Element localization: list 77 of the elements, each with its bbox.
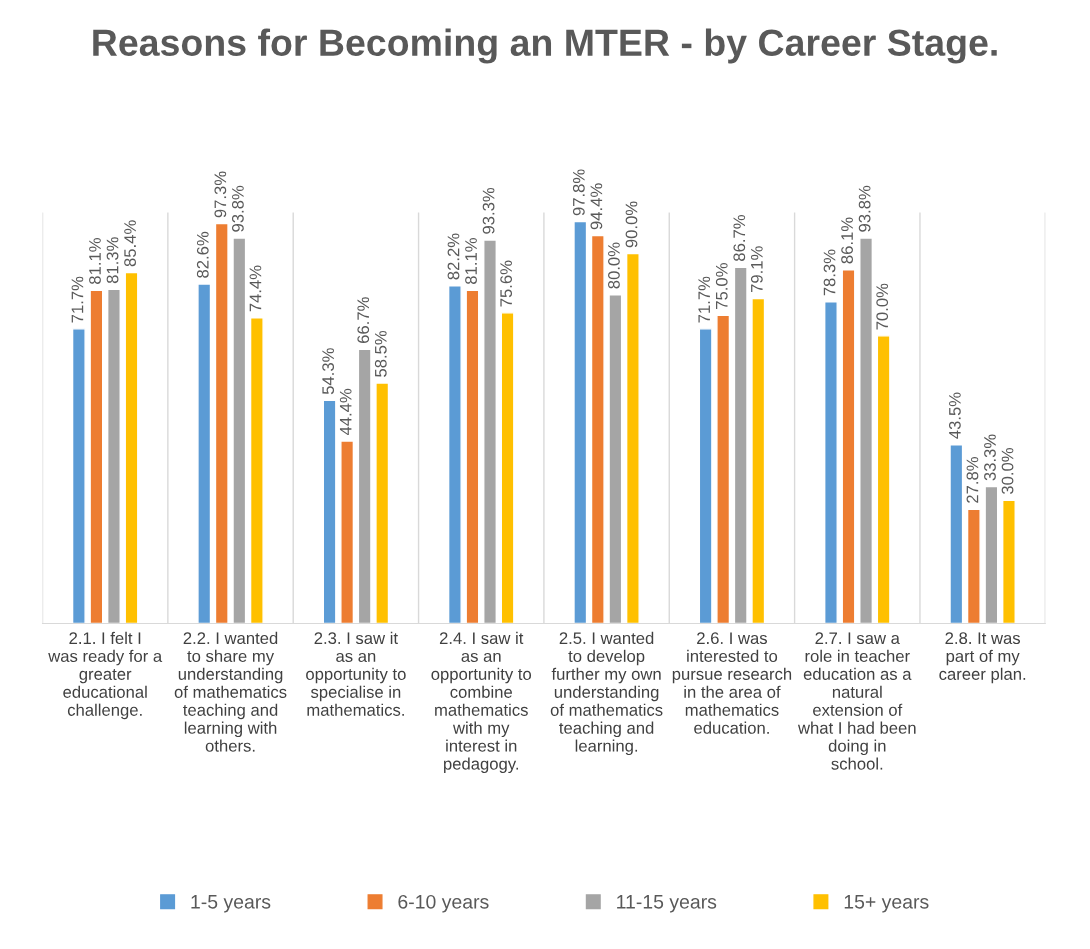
bar: [197, 283, 212, 624]
x-tick-label: 2.2. I wanted to share my understanding of mathematics teaching and learning with others.: [174, 631, 287, 752]
data-label: 81.1%: [465, 238, 477, 284]
data-label: 86.7%: [733, 215, 746, 261]
data-label: 71.7%: [698, 276, 711, 323]
data-label: 86.1%: [841, 217, 853, 264]
data-label: 97.8%: [572, 169, 585, 216]
data-label: 74.4%: [249, 265, 262, 312]
bar: [124, 271, 139, 624]
data-label: 93.8%: [858, 185, 871, 232]
data-label: 93.8%: [231, 185, 244, 232]
data-label: 93.3%: [482, 187, 495, 234]
bar: [375, 382, 390, 624]
bar: [751, 297, 766, 624]
bar: [590, 234, 605, 624]
bar: [89, 289, 104, 624]
data-label: 54.3%: [322, 348, 335, 395]
x-tick-label: 2.5. I wanted to develop further my own understanding of mathematics teaching and learning.: [550, 631, 663, 756]
data-label: 80.0%: [608, 242, 620, 289]
bar: [733, 266, 748, 624]
chart-title: Reasons for Becoming an MTER - by Career Stage.: [93, 28, 997, 64]
x-tick-label: 2.1. I felt I was ready for a greater educational challenge.: [48, 631, 163, 720]
data-label: 94.4%: [590, 183, 603, 230]
bar: [71, 328, 86, 624]
bar: [232, 237, 247, 624]
bar: [465, 289, 480, 624]
bar: [949, 444, 964, 624]
bar: [841, 268, 856, 624]
data-label: 33.3%: [984, 434, 996, 481]
legend-label: 11-15 years: [617, 895, 717, 913]
x-tick-label: 2.6. I was interested to pursue research in the area of mathematics education.: [672, 632, 792, 734]
data-label: 75.6%: [500, 260, 513, 307]
data-label: 30.0%: [1001, 448, 1014, 495]
data-label: 90.0%: [625, 201, 638, 248]
data-label: 27.8%: [966, 457, 979, 503]
bar: [984, 485, 999, 624]
bar: [966, 508, 981, 624]
bar: [249, 317, 264, 624]
data-label: 81.1%: [89, 238, 101, 284]
data-label: 78.3%: [823, 249, 836, 296]
data-label: 58.5%: [374, 330, 387, 377]
bar: [823, 301, 838, 624]
data-label: 66.7%: [357, 297, 370, 344]
bar: [698, 328, 713, 624]
bar: [483, 239, 497, 624]
legend-label: 1-5 years: [191, 895, 271, 913]
x-tick-label: 2.4. I saw it as an opportunity to combine mathematics with my interest in pedagogy.: [431, 631, 532, 774]
x-tick-label: 2.3. I saw it as an opportunity to specialise in mathematics.: [306, 631, 406, 716]
data-label: 71.7%: [71, 276, 84, 323]
bar: [447, 285, 462, 624]
data-label: 82.6%: [196, 231, 209, 278]
bar: [876, 335, 891, 624]
bar: [357, 348, 372, 624]
bar: [716, 314, 731, 624]
data-label: 43.5%: [948, 392, 961, 439]
data-label: 79.1%: [750, 246, 763, 293]
bar: [1001, 499, 1016, 624]
data-label: 97.3%: [214, 171, 227, 218]
data-label: 81.3%: [106, 237, 119, 284]
data-label: 75.0%: [715, 263, 728, 309]
x-tick-label: 2.8. It was part of my career plan.: [939, 632, 1026, 684]
bar: [340, 440, 355, 624]
bar: [608, 294, 623, 624]
bar: [573, 220, 588, 624]
data-label: 82.2%: [447, 233, 460, 280]
bar: [500, 312, 515, 624]
bar: [106, 288, 121, 624]
data-label: 85.4%: [124, 220, 136, 267]
data-label: 44.4%: [339, 388, 352, 436]
bar: [214, 222, 229, 624]
data-label: 70.0%: [876, 283, 889, 330]
bar: [859, 237, 874, 624]
legend-label: 6-10 years: [398, 894, 489, 913]
bar: [625, 252, 640, 624]
legend-label: 15+ years: [844, 895, 929, 913]
x-tick-label: 2.7. I saw a role in teacher education as a natural extension of what I had been doing in school.: [797, 632, 916, 770]
bar: [322, 399, 337, 624]
